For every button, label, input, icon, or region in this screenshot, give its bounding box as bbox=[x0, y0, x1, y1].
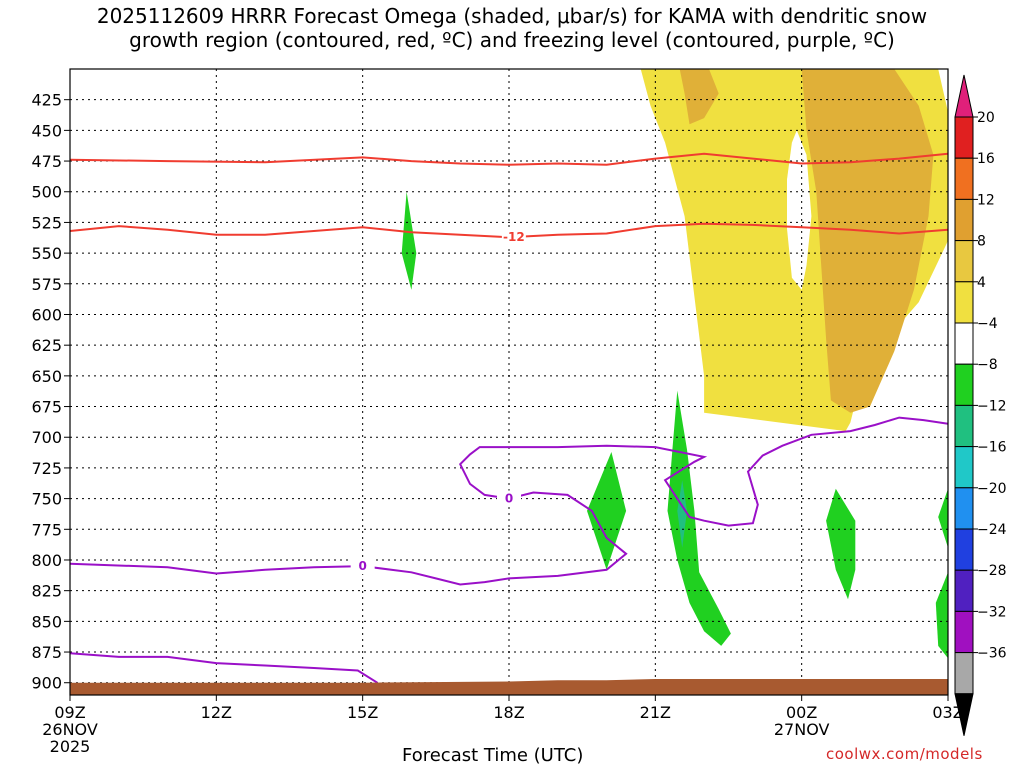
colorbar-bottom-arrow bbox=[954, 693, 974, 736]
colorbar-swatch-3 bbox=[954, 240, 974, 283]
colorbar-swatch-6 bbox=[954, 363, 974, 406]
y-tick-label: 525 bbox=[31, 213, 62, 232]
colorbar-swatch-13 bbox=[954, 652, 974, 695]
omega-region-7 bbox=[826, 488, 856, 600]
x-tick-date: 26NOV bbox=[42, 720, 98, 739]
chart-title: 2025112609 HRRR Forecast Omega (shaded, … bbox=[0, 4, 1024, 52]
colorbar-swatch-8 bbox=[954, 446, 974, 489]
x-axis-label: Forecast Time (UTC) bbox=[402, 745, 584, 766]
purple-contour-1 bbox=[70, 652, 378, 684]
purple-contour-label-1-bg bbox=[350, 558, 375, 575]
x-tick-label: 18Z bbox=[493, 703, 524, 722]
colorbar-label: −4 bbox=[977, 316, 998, 332]
red-contour-label: -12 bbox=[503, 230, 525, 244]
y-tick-label: 600 bbox=[31, 305, 62, 324]
colorbar-label: −12 bbox=[977, 398, 1007, 414]
omega-region-9 bbox=[935, 572, 948, 659]
colorbar-label: −20 bbox=[977, 481, 1007, 497]
colorbar-label: −32 bbox=[977, 604, 1007, 620]
x-tick-date: 27NOV bbox=[774, 720, 830, 739]
x-tick-label: 09Z bbox=[54, 703, 85, 722]
colorbar-label: 16 bbox=[977, 151, 995, 167]
red-contour-label-bg bbox=[501, 229, 526, 246]
colorbar-label: −8 bbox=[977, 357, 998, 373]
title-line-1: 2025112609 HRRR Forecast Omega (shaded, … bbox=[96, 4, 928, 28]
colorbar-swatch-0 bbox=[954, 116, 974, 159]
y-tick-label: 550 bbox=[31, 244, 62, 263]
colorbar-swatch-12 bbox=[954, 610, 974, 654]
omega-region-10 bbox=[677, 480, 687, 548]
terrain-layer bbox=[70, 679, 948, 695]
y-tick-label: 625 bbox=[31, 336, 62, 355]
colorbar-label: −16 bbox=[977, 440, 1007, 456]
colorbar-top-arrow bbox=[954, 74, 974, 118]
contour-layer: -12 0 0 bbox=[70, 152, 948, 684]
x-tick-label: 15Z bbox=[347, 703, 378, 722]
title-line-2: growth region (contoured, red, ºC) and f… bbox=[129, 28, 895, 52]
y-tick-label: 425 bbox=[31, 91, 62, 110]
credit-link[interactable]: coolwx.com/models bbox=[826, 745, 983, 763]
y-tick-label: 450 bbox=[31, 121, 62, 140]
y-tick-label: 750 bbox=[31, 490, 62, 509]
colorbar-swatch-4 bbox=[954, 281, 974, 324]
colorbar-label: −36 bbox=[977, 646, 1007, 662]
y-tick-label: 475 bbox=[31, 152, 62, 171]
y-tick-label: 775 bbox=[31, 520, 62, 539]
colorbar-label: 4 bbox=[977, 275, 986, 291]
y-tick-label: 650 bbox=[31, 367, 62, 386]
colorbar-swatch-7 bbox=[954, 404, 974, 448]
y-tick-label: 700 bbox=[31, 428, 62, 447]
terrain-surface bbox=[70, 679, 948, 695]
colorbar-label: 12 bbox=[977, 192, 995, 208]
colorbar-swatch-1 bbox=[954, 157, 974, 200]
omega-region-6 bbox=[667, 390, 731, 646]
y-tick-label: 825 bbox=[31, 582, 62, 601]
colorbar-label: 20 bbox=[977, 110, 995, 126]
x-tick-label: 21Z bbox=[640, 703, 671, 722]
colorbar-swatch-9 bbox=[954, 487, 974, 530]
omega-region-4 bbox=[401, 191, 417, 290]
omega-region-8 bbox=[938, 488, 948, 548]
x-tick-label: 03Z bbox=[932, 703, 963, 722]
x-tick-year: 2025 bbox=[50, 737, 91, 756]
purple-contour-label-2: 0 bbox=[505, 492, 513, 506]
colorbar-swatch-2 bbox=[954, 198, 974, 242]
y-axis: 425 450 475 500 525 550 575 600 625 650 675 700 725 7… bbox=[31, 91, 70, 693]
x-tick-label: 12Z bbox=[201, 703, 232, 722]
colorbar-swatch-5 bbox=[954, 322, 974, 365]
y-tick-label: 725 bbox=[31, 459, 62, 478]
y-tick-label: 900 bbox=[31, 674, 62, 693]
y-tick-label: 850 bbox=[31, 612, 62, 631]
red-contour-0 bbox=[70, 152, 948, 166]
omega-region-2 bbox=[679, 69, 719, 125]
colorbar-label: 8 bbox=[977, 234, 986, 250]
y-tick-label: 875 bbox=[31, 643, 62, 662]
purple-contour-label-2-bg bbox=[497, 490, 521, 507]
omega-region-3 bbox=[787, 130, 812, 290]
colorbar-label: −28 bbox=[977, 563, 1007, 579]
y-tick-label: 500 bbox=[31, 183, 62, 202]
omega-region-5 bbox=[587, 452, 627, 570]
x-tick-label: 00Z bbox=[786, 703, 817, 722]
colorbar-swatch-11 bbox=[954, 569, 974, 612]
colorbar-swatch-10 bbox=[954, 528, 974, 571]
colorbar: 20 16 12 8 4 −4 −8 −12 −16 −20 −24 −28 −32 −36 bbox=[954, 74, 1007, 736]
purple-contour-0 bbox=[70, 416, 948, 586]
purple-contour-label-1: 0 bbox=[358, 559, 366, 573]
omega-region-1 bbox=[801, 69, 934, 413]
y-tick-label: 800 bbox=[31, 551, 62, 570]
y-tick-label: 575 bbox=[31, 275, 62, 294]
colorbar-label: −24 bbox=[977, 522, 1007, 538]
omega-shading-layer bbox=[401, 69, 948, 659]
y-tick-label: 675 bbox=[31, 398, 62, 417]
